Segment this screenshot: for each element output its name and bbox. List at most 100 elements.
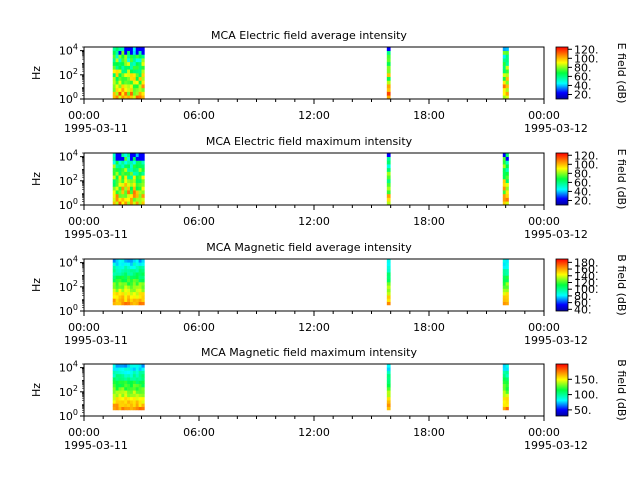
- heatmap-cell: [132, 69, 137, 74]
- heatmap-cell: [121, 201, 125, 206]
- heatmap-cell: [130, 190, 134, 195]
- heatmap-cell: [124, 65, 128, 70]
- heatmap-cell: [121, 175, 125, 180]
- x-tick-label: 06:00: [183, 109, 215, 122]
- heatmap-cell: [141, 298, 145, 302]
- heatmap-cell: [115, 268, 119, 273]
- heatmap-cell: [124, 80, 128, 85]
- heatmap-cell: [502, 80, 506, 85]
- y-tick-label: 104: [59, 360, 78, 375]
- heatmap-cell: [505, 406, 509, 411]
- heatmap-cell: [130, 80, 134, 85]
- heatmap-cell: [115, 259, 119, 263]
- spectrogram-segment-3: [502, 153, 509, 206]
- heatmap-cell: [124, 69, 128, 74]
- heatmap-cell: [118, 186, 122, 191]
- heatmap-cell: [130, 281, 134, 286]
- y-tick-label: 102: [59, 384, 78, 399]
- heatmap-cell: [135, 403, 139, 407]
- colorbar-tick-label: 80.: [574, 61, 592, 74]
- heatmap-cell: [505, 175, 509, 180]
- y-tick-label: 100: [59, 197, 78, 212]
- heatmap-cell: [115, 84, 119, 89]
- heatmap-cell: [386, 265, 391, 270]
- heatmap-cell: [127, 65, 131, 70]
- heatmap-cell: [138, 201, 142, 206]
- heatmap-cell: [502, 50, 506, 55]
- heatmap-cell: [386, 164, 391, 169]
- heatmap-cell: [118, 50, 122, 55]
- heatmap-cell: [132, 47, 137, 52]
- panel-4: MCA Magnetic field maximum intensity 100 1…: [30, 346, 628, 452]
- x-tick-label: 00:00: [68, 426, 100, 439]
- heatmap-cell: [127, 373, 131, 378]
- heatmap-cell: [124, 278, 128, 283]
- heatmap-cell: [141, 73, 145, 78]
- heatmap-cell: [502, 373, 506, 378]
- chart-title: MCA Electric field average intensity: [211, 29, 407, 42]
- heatmap-cell: [115, 377, 119, 381]
- heatmap-cell: [121, 281, 125, 286]
- heatmap-cell: [502, 65, 506, 70]
- heatmap-cell: [118, 156, 122, 161]
- heatmap-cell: [386, 285, 391, 289]
- heatmap-cell: [112, 201, 116, 206]
- heatmap-cell: [127, 291, 131, 296]
- heatmap-cell: [124, 47, 128, 52]
- heatmap-cell: [112, 386, 116, 391]
- colorbar-tick-label: 60.: [574, 176, 592, 189]
- x-tick-label: 18:00: [413, 215, 445, 228]
- spectrogram-segment-2: [386, 259, 391, 306]
- colorbar-tick-label: 20.: [574, 194, 592, 207]
- heatmap-cell: [118, 179, 122, 184]
- heatmap-cell: [115, 390, 119, 394]
- heatmap-cell: [115, 278, 119, 283]
- heatmap-cell: [118, 84, 122, 89]
- heatmap-cell: [121, 69, 125, 74]
- heatmap-cell: [386, 50, 391, 55]
- heatmap-cell: [121, 364, 125, 368]
- heatmap-cell: [121, 386, 125, 391]
- heatmap-cell: [132, 91, 137, 96]
- heatmap-cell: [121, 272, 125, 276]
- heatmap-cell: [121, 380, 125, 385]
- heatmap-cell: [130, 182, 134, 187]
- heatmap-cell: [502, 396, 506, 401]
- spectrogram-segment-3: [502, 47, 509, 100]
- heatmap-cell: [135, 272, 139, 276]
- heatmap-cell: [132, 190, 137, 195]
- heatmap-cell: [115, 380, 119, 385]
- heatmap-cell: [127, 164, 131, 169]
- heatmap-cell: [138, 153, 142, 158]
- heatmap-cell: [135, 156, 139, 161]
- heatmap-cell: [121, 91, 125, 96]
- heatmap-cell: [112, 275, 116, 280]
- heatmap-cell: [112, 156, 116, 161]
- heatmap-cell: [502, 383, 506, 388]
- heatmap-cell: [135, 182, 139, 187]
- heatmap-cell: [386, 370, 391, 375]
- heatmap-cell: [118, 65, 122, 70]
- heatmap-cell: [124, 197, 128, 202]
- heatmap-cell: [505, 367, 509, 371]
- heatmap-cell: [127, 91, 131, 96]
- heatmap-cell: [124, 171, 128, 176]
- heatmap-cell: [138, 403, 142, 407]
- heatmap-cell: [386, 175, 391, 180]
- heatmap-cell: [130, 95, 134, 100]
- heatmap-cell: [135, 95, 139, 100]
- heatmap-cell: [112, 91, 116, 96]
- heatmap-cell: [141, 91, 145, 96]
- heatmap-cell: [121, 396, 125, 401]
- heatmap-cell: [138, 190, 142, 195]
- chart-title: MCA Magnetic field average intensity: [206, 241, 412, 254]
- heatmap-cell: [121, 259, 125, 263]
- heatmap-cell: [127, 380, 131, 385]
- heatmap-cell: [121, 373, 125, 378]
- heatmap-cell: [141, 87, 145, 92]
- heatmap-cell: [132, 175, 137, 180]
- heatmap-cell: [127, 298, 131, 302]
- x-tick-label: 18:00: [413, 321, 445, 334]
- heatmap-cell: [127, 54, 131, 59]
